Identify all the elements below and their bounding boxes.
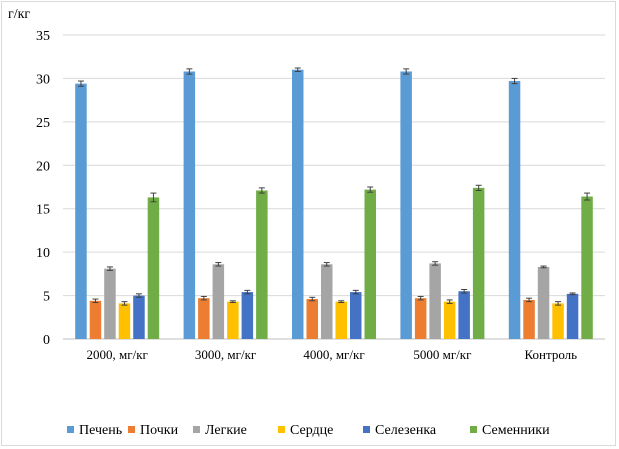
- error-bar: [475, 184, 482, 191]
- bar: [443, 301, 456, 339]
- bar: [321, 264, 333, 339]
- bar: [241, 292, 254, 339]
- bar: [133, 295, 145, 339]
- bar: [335, 301, 347, 339]
- bar: [552, 303, 564, 339]
- error-bar: [294, 67, 301, 72]
- error-bar: [200, 295, 207, 301]
- legend-item: Почки: [128, 423, 179, 438]
- legend-swatch: [363, 426, 370, 433]
- bar: [89, 300, 102, 339]
- error-bar: [309, 296, 316, 302]
- legend-label: Селезенка: [375, 423, 437, 438]
- legend-item: Печень: [67, 423, 122, 438]
- error-bar: [432, 261, 439, 266]
- legend-item: Легкие: [193, 423, 247, 438]
- error-bar: [244, 289, 251, 295]
- error-bar: [106, 266, 113, 271]
- bars: [75, 69, 593, 339]
- error-bar: [229, 300, 236, 304]
- error-bar: [121, 301, 128, 306]
- error-bar: [403, 68, 410, 75]
- bar: [537, 266, 550, 339]
- legend-swatch: [128, 426, 135, 433]
- bar: [523, 299, 535, 339]
- bar: [183, 71, 196, 339]
- x-category-label: 3000, мг/кг: [195, 347, 256, 362]
- bar: [227, 301, 239, 339]
- bar: [581, 196, 593, 339]
- bar: [414, 298, 427, 339]
- error-bar: [569, 292, 576, 296]
- bar: [256, 190, 268, 339]
- error-bar: [526, 297, 533, 303]
- y-tick-label: 25: [36, 116, 50, 131]
- error-bar: [92, 298, 99, 304]
- error-bar: [367, 186, 374, 193]
- bar: [118, 303, 131, 339]
- y-tick-labels: 0 5 10 15 20 25 30 35: [36, 29, 50, 348]
- error-bar: [150, 192, 157, 203]
- error-bars: [77, 67, 591, 306]
- bar: [104, 268, 116, 339]
- bar: [400, 71, 412, 339]
- legend-swatch: [278, 426, 285, 433]
- y-axis-label: г/кг: [8, 7, 30, 22]
- legend: Печень Почки Легкие Сердце Селезенка Семенник…: [67, 423, 550, 438]
- y-tick-label: 10: [36, 246, 50, 261]
- y-tick-label: 30: [36, 72, 50, 87]
- error-bar: [352, 289, 359, 295]
- y-tick-label: 0: [43, 333, 50, 348]
- legend-label: Легкие: [205, 423, 247, 438]
- bar: [75, 83, 87, 339]
- y-tick-label: 35: [36, 29, 50, 44]
- error-bar: [77, 80, 84, 87]
- bar: [306, 299, 318, 339]
- legend-item: Селезенка: [363, 423, 437, 438]
- error-bar: [258, 187, 265, 194]
- error-bar: [215, 262, 222, 267]
- legend-swatch: [193, 426, 200, 433]
- legend-item: Семенники: [470, 423, 550, 438]
- legend-swatch: [470, 426, 477, 433]
- bar: [212, 264, 225, 339]
- bar: [429, 263, 441, 339]
- error-bar: [338, 300, 345, 304]
- x-category-label: 2000, мг/кг: [87, 347, 148, 362]
- error-bar: [461, 288, 468, 294]
- error-bar: [135, 293, 142, 298]
- bar: [458, 291, 470, 339]
- error-bar: [446, 299, 453, 304]
- bar: [350, 292, 362, 339]
- bar: [472, 187, 485, 339]
- y-tick-label: 5: [43, 290, 50, 305]
- x-category-label: 5000 мг/кг: [413, 347, 471, 362]
- legend-label: Семенники: [482, 423, 550, 438]
- x-category-labels: 2000, мг/кг 3000, мг/кг 4000, мг/кг 5000 мг…: [87, 347, 578, 362]
- error-bar: [511, 77, 518, 85]
- legend-swatch: [67, 426, 74, 433]
- error-bar: [540, 265, 547, 269]
- bar: [198, 298, 210, 339]
- bar: [147, 197, 160, 339]
- bar: [364, 189, 376, 339]
- bar: [292, 69, 304, 339]
- bar: [566, 293, 579, 339]
- x-category-label: 4000, мг/кг: [303, 347, 364, 362]
- error-bar: [186, 68, 193, 75]
- legend-label: Почки: [140, 423, 179, 438]
- error-bar: [417, 295, 424, 301]
- bar: [508, 81, 521, 339]
- y-tick-label: 20: [36, 159, 50, 174]
- error-bar: [555, 301, 562, 306]
- error-bar: [323, 262, 330, 267]
- gridlines: [63, 34, 605, 340]
- legend-label: Сердце: [290, 423, 333, 438]
- x-category-label: Контроль: [525, 347, 578, 362]
- legend-label: Печень: [79, 423, 122, 438]
- y-tick-label: 15: [36, 203, 50, 218]
- error-bar: [584, 192, 591, 201]
- legend-item: Сердце: [278, 423, 333, 438]
